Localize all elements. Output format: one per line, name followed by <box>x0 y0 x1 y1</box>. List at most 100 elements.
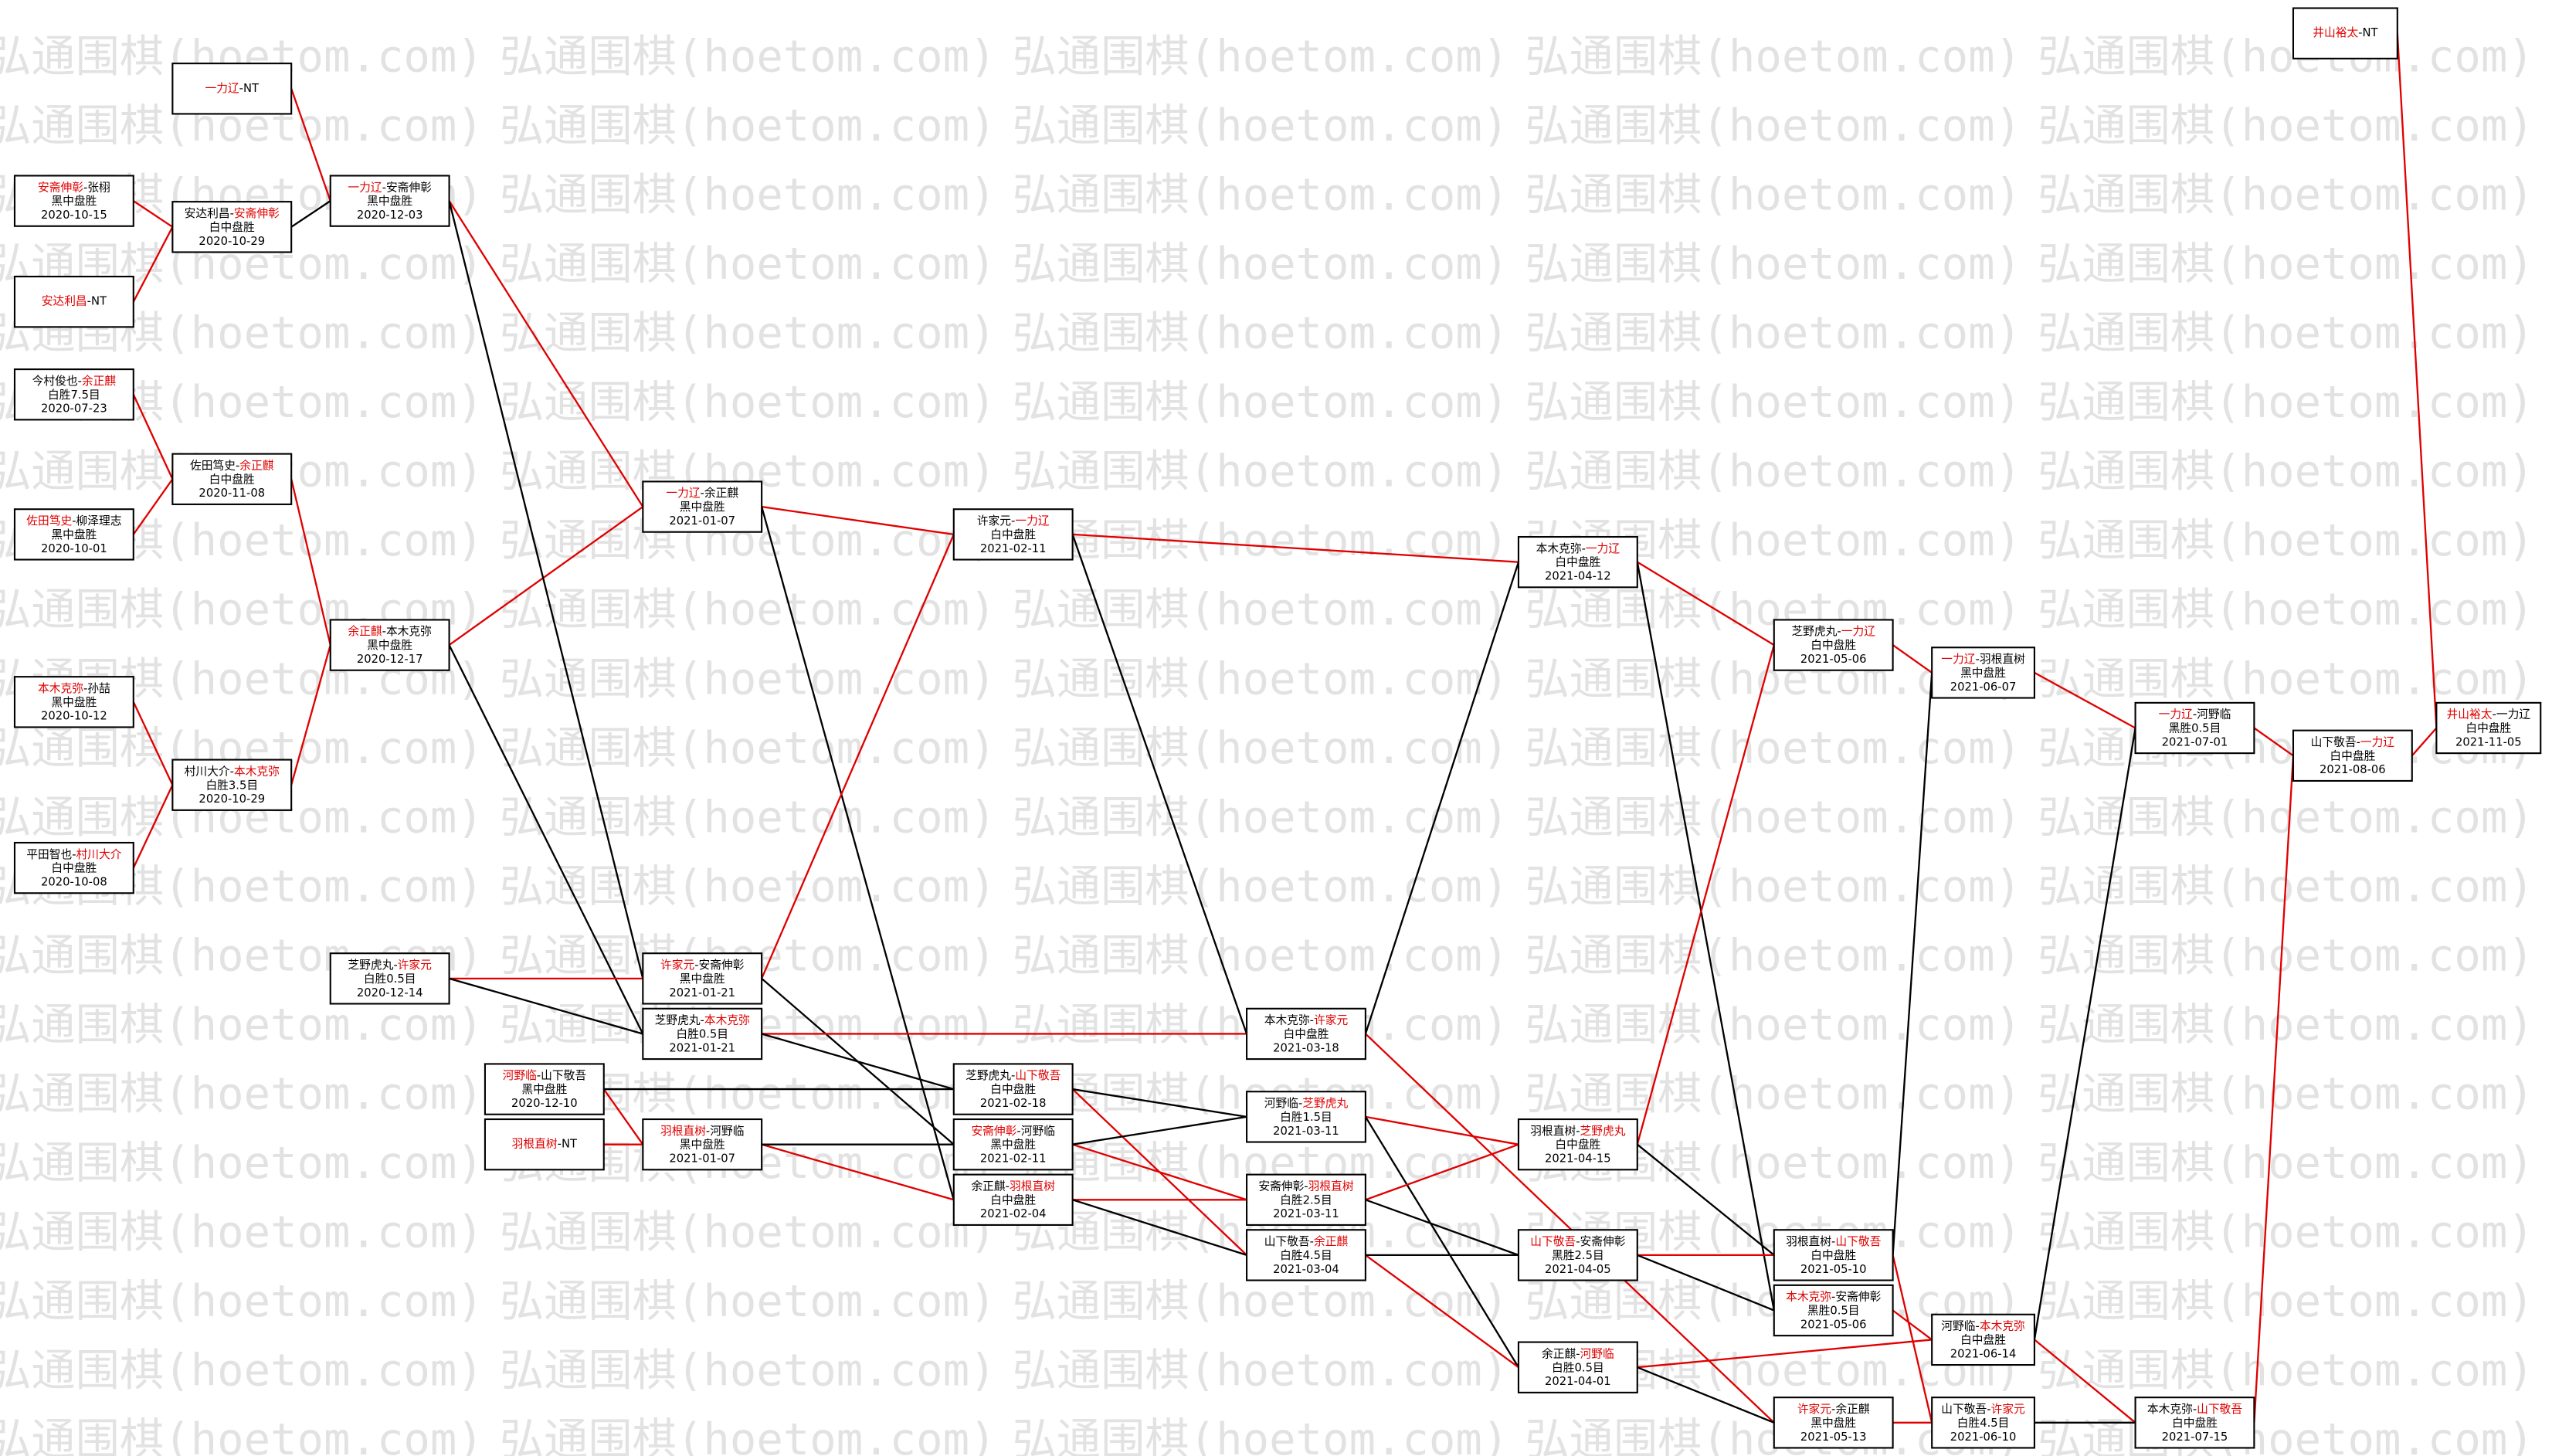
player-name: 安斋伸彰 <box>386 180 432 194</box>
watermark: 弘通围棋(hoetom.com) <box>0 1138 484 1189</box>
watermark: 弘通围棋(hoetom.com) <box>2038 239 2534 290</box>
connector <box>761 1033 955 1091</box>
result: 白中盘胜 <box>990 528 1036 541</box>
player-name: - <box>1576 1347 1580 1360</box>
player-name: - <box>1006 1179 1010 1193</box>
watermark: 弘通围棋(hoetom.com) <box>1013 1276 1509 1327</box>
player-name: 山下敬吾 <box>2311 735 2357 748</box>
player-name: NT <box>91 295 107 308</box>
watermark: 弘通围棋(hoetom.com) <box>2038 170 2534 221</box>
match-box <box>642 480 763 533</box>
connector <box>1072 1199 1247 1256</box>
player-name: 河野临 <box>1941 1320 1975 1333</box>
date: 2020-12-03 <box>357 209 423 222</box>
player-name: - <box>1837 625 1841 638</box>
date: 2021-08-06 <box>2320 763 2386 776</box>
player-name: 羽根直树 <box>1308 1179 1354 1193</box>
players: 山下敬吾-许家元 <box>1941 1403 2025 1416</box>
player-name: - <box>78 375 82 388</box>
match-box <box>1517 1118 1638 1171</box>
player-name: 羽根直树 <box>512 1138 558 1151</box>
date: 2021-01-21 <box>669 1041 735 1054</box>
date: 2020-10-15 <box>41 209 107 222</box>
watermark: 弘通围棋(hoetom.com) <box>2038 1068 2534 1119</box>
watermark: 弘通围棋(hoetom.com) <box>500 792 996 843</box>
watermark: 弘通围棋(hoetom.com) <box>500 723 996 774</box>
result: 白中盘胜 <box>2330 748 2375 762</box>
player-name: - <box>1831 1235 1835 1248</box>
connector <box>2034 1339 2136 1424</box>
date: 2021-06-10 <box>1950 1431 2017 1444</box>
watermark: 弘通围棋(hoetom.com) <box>1525 861 2021 912</box>
player-name: - <box>1831 1403 1835 1416</box>
player-name: - <box>72 514 76 528</box>
match-box <box>329 619 450 671</box>
match-box <box>1517 1229 1638 1281</box>
watermark: 弘通围棋(hoetom.com) <box>1013 446 1509 497</box>
player-name: 一力辽 <box>348 181 382 194</box>
watermark: 弘通围棋(hoetom.com) <box>1525 723 2021 774</box>
date: 2021-01-07 <box>669 514 735 528</box>
player-name: 许家元 <box>1797 1403 1831 1416</box>
player-name: - <box>83 682 87 695</box>
player-name: 安斋伸彰 <box>38 180 83 194</box>
connector <box>1365 1115 1519 1145</box>
connector <box>448 644 644 1034</box>
date: 2021-05-06 <box>1800 1318 1867 1331</box>
players: 许家元-一力辽 <box>977 514 1050 528</box>
players: 山下敬吾-一力辽 <box>2311 735 2395 748</box>
connector <box>1072 533 1519 563</box>
watermark: 弘通围棋(hoetom.com) <box>500 1276 996 1327</box>
player-name: - <box>1011 514 1015 528</box>
connector <box>1365 1199 1519 1256</box>
player-name: - <box>2357 735 2360 748</box>
connector <box>602 1088 644 1145</box>
date: 2021-07-01 <box>2162 735 2228 748</box>
connector <box>448 200 644 507</box>
watermark-layer: 弘通围棋(hoetom.com) 弘通围棋(hoetom.com) 弘通围棋(hoe… <box>0 32 2534 1456</box>
player-name: - <box>1582 542 1586 555</box>
match-box <box>171 63 293 115</box>
date: 2021-11-05 <box>2455 735 2522 748</box>
date: 2021-01-07 <box>669 1152 735 1166</box>
player-name: 一力辽 <box>2360 735 2394 748</box>
player-name: - <box>2193 1403 2197 1416</box>
watermark: 弘通围棋(hoetom.com) <box>500 308 996 359</box>
player-name: 平田智也 <box>26 847 72 861</box>
player-name: - <box>230 765 234 778</box>
match-box <box>13 676 134 728</box>
result: 白中盘胜 <box>209 472 255 486</box>
connector <box>290 644 331 786</box>
watermark: 弘通围棋(hoetom.com) <box>2038 515 2534 566</box>
watermark: 弘通围棋(hoetom.com) <box>1525 32 2021 83</box>
player-name: 一力辽 <box>205 82 239 95</box>
result: 白胜3.5目 <box>205 779 258 792</box>
watermark: 弘通围棋(hoetom.com) <box>2038 1138 2534 1189</box>
match-box <box>2292 729 2413 782</box>
connector <box>1071 534 1248 1034</box>
watermark: 弘通围棋(hoetom.com) <box>1013 930 1509 981</box>
match-box <box>13 841 134 894</box>
player-name: 余正麒 <box>1314 1234 1348 1248</box>
players: 芝野虎丸-许家元 <box>348 959 432 972</box>
player-name: 芝野虎丸 <box>1302 1097 1348 1110</box>
match-box <box>1773 1229 1894 1281</box>
watermark: 弘通围棋(hoetom.com) <box>500 170 996 221</box>
watermark: 弘通围棋(hoetom.com) <box>1525 170 2021 221</box>
player-name: - <box>2193 708 2197 721</box>
player-name: - <box>1310 1235 1314 1248</box>
match-box <box>642 1118 763 1171</box>
date: 2020-10-29 <box>199 235 265 248</box>
result: 黑中盘胜 <box>680 972 725 986</box>
player-name: - <box>1298 1097 1302 1110</box>
player-name: 本木克弥 <box>234 764 280 778</box>
result: 白中盘胜 <box>990 1193 1036 1207</box>
player-name: 安斋伸彰 <box>971 1124 1016 1138</box>
match-box <box>2134 1397 2255 1449</box>
player-name: 山下敬吾 <box>541 1069 586 1082</box>
